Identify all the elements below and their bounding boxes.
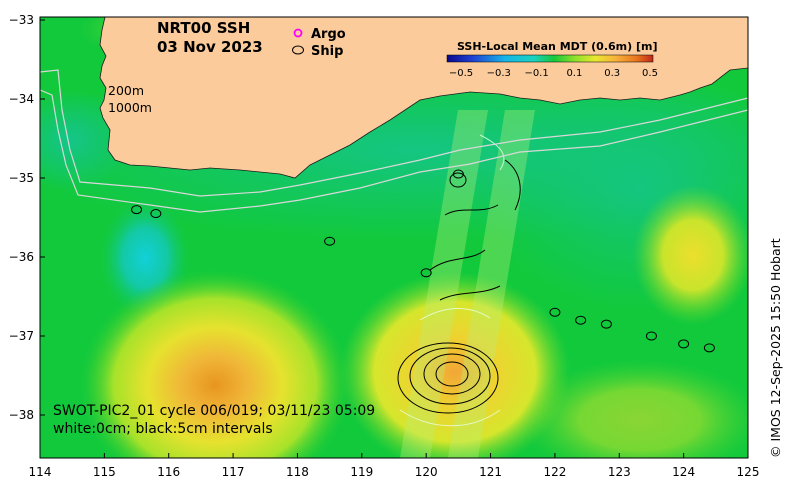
- x-tick-label: 114: [29, 465, 52, 479]
- ship-station-marker: [150, 209, 162, 219]
- argo-legend-icon: [293, 28, 303, 38]
- x-tick-label: 118: [286, 465, 309, 479]
- ship-legend-label: Ship: [311, 44, 343, 59]
- x-tick-label: 117: [222, 465, 245, 479]
- colorbar-tick-label: −0.3: [487, 68, 511, 79]
- x-tick-label: 120: [415, 465, 438, 479]
- y-tick-label: −37: [9, 329, 34, 343]
- colorbar-tick-label: 0.5: [642, 68, 658, 79]
- y-tick-label: −38: [9, 408, 34, 422]
- x-tick-label: 121: [479, 465, 502, 479]
- y-tick-label: −35: [9, 171, 34, 185]
- x-tick-label: 116: [157, 465, 180, 479]
- map-date: 03 Nov 2023: [157, 38, 263, 56]
- black-ssh-contours: [397, 159, 521, 414]
- warm-eddy-east: [633, 185, 748, 325]
- colorbar: SSH-Local Mean MDT (0.6m) [m] −0.5 −0.3 −0…: [446, 40, 658, 79]
- ship-station-marker: [575, 315, 587, 325]
- ship-station-marker: [131, 205, 143, 215]
- warm-eddy-central: [340, 272, 570, 458]
- colorbar-tick-label: 0.3: [604, 68, 620, 79]
- swot-swath: [400, 110, 535, 458]
- symbol-legend: Argo Ship: [292, 27, 346, 59]
- colorbar-tick-label: −0.5: [449, 68, 473, 79]
- isobath-1000m-label: 1000m: [108, 100, 152, 115]
- colorbar-gradient: [446, 54, 654, 63]
- x-tick-label: 122: [543, 465, 566, 479]
- swot-caption: SWOT-PIC2_01 cycle 006/019; 03/11/23 05:…: [53, 403, 375, 419]
- argo-legend-label: Argo: [311, 27, 346, 42]
- ship-station-marker: [549, 307, 561, 317]
- x-tick-label: 125: [737, 465, 760, 479]
- ship-station-marker: [703, 343, 715, 353]
- isobath-200m-label: 200m: [108, 83, 144, 98]
- ship-station-marker: [452, 169, 464, 179]
- y-axis: −33 −34 −35 −36 −37 −38: [9, 13, 45, 422]
- ship-station-marker: [645, 331, 657, 341]
- ship-legend-icon: [292, 45, 304, 55]
- ship-station-marker: [600, 319, 612, 329]
- warm-eddy-southwest: [80, 270, 350, 458]
- x-tick-label: 123: [608, 465, 631, 479]
- colorbar-tick-label: −0.1: [524, 68, 548, 79]
- colorbar-tick-label: 0.1: [566, 68, 582, 79]
- ship-station-marker: [420, 268, 432, 278]
- colorbar-ticks: −0.5 −0.3 −0.1 0.1 0.3 0.5: [449, 68, 658, 79]
- y-tick-label: −36: [9, 250, 34, 264]
- x-tick-label: 119: [350, 465, 373, 479]
- warm-patch-south: [520, 360, 748, 458]
- y-tick-label: −34: [9, 92, 34, 106]
- y-tick-label: −33: [9, 13, 34, 27]
- contour-caption: white:0cm; black:5cm intervals: [53, 421, 273, 437]
- isobath-1000m: [40, 89, 748, 213]
- x-tick-label: 124: [672, 465, 695, 479]
- ship-station-marker: [678, 339, 690, 349]
- isobath-200m: [40, 69, 748, 197]
- colorbar-title: SSH-Local Mean MDT (0.6m) [m]: [457, 40, 657, 53]
- x-tick-label: 115: [93, 465, 116, 479]
- map-title: NRT00 SSH: [157, 19, 250, 37]
- imos-credit: © IMOS 12-Sep-2025 15:50 Hobart: [768, 238, 783, 458]
- plot-frame: [39, 16, 749, 459]
- ship-station-marker: [324, 236, 336, 246]
- white-ssh-contours: [399, 134, 505, 427]
- x-axis: 114 115 116 117 118 119 120 121 122 123 124 125: [29, 453, 760, 479]
- ship-stations: [131, 169, 715, 353]
